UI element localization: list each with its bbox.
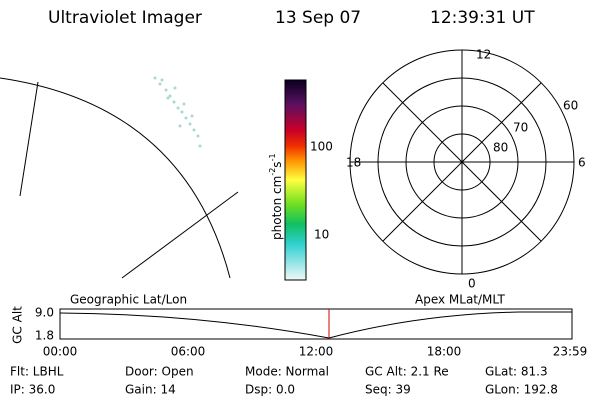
time-tick: 18:00 [427, 345, 462, 359]
info-field: Seq: 39 [365, 383, 411, 397]
polar-plot: 12 18 6 0 60 70 80 [346, 48, 586, 291]
time-tick: 12:00 [299, 345, 334, 359]
lat-label: 60 [563, 99, 578, 113]
alt-tick: 9.0 [35, 306, 54, 320]
aurora-dots [153, 76, 202, 148]
limb-arc [0, 77, 231, 279]
info-field: IP: 36.0 [10, 383, 55, 397]
colorbar-label: photon cm-2s-1 [268, 153, 284, 240]
info-field: Flt: LBHL [10, 365, 64, 379]
info-field: Dsp: 0.0 [245, 383, 295, 397]
grid-line [19, 81, 39, 197]
timeline-title: Geographic Lat/Lon [70, 293, 187, 307]
time-tick: 00:00 [43, 345, 78, 359]
mlt-label: 6 [578, 156, 586, 170]
mlt-label: 0 [468, 277, 476, 291]
mlt-label: 12 [476, 48, 491, 62]
time: 12:39:31 UT [430, 8, 535, 28]
unit-part: -1 [268, 153, 277, 161]
image-panel [0, 76, 239, 279]
info-field: Door: Open [125, 365, 194, 379]
title: Ultraviolet Imager [48, 8, 202, 28]
lat-label: 80 [493, 141, 508, 155]
grid-line [121, 191, 239, 279]
mlt-label: 18 [346, 156, 361, 170]
info-field: GLat: 81.3 [485, 365, 548, 379]
timeline-title: Apex MLat/MLT [415, 293, 505, 307]
unit-part: s [270, 161, 284, 167]
lat-label: 70 [513, 121, 528, 135]
alt-tick: 1.8 [35, 329, 54, 343]
info: Flt: LBHL Door: Open Mode: Normal GC Alt… [10, 365, 558, 397]
info-field: Mode: Normal [245, 365, 329, 379]
time-tick: 06:00 [171, 345, 206, 359]
colorbar-tick: 100 [310, 140, 333, 154]
colorbar-tick: 10 [314, 228, 329, 242]
axis-label: GC Alt [11, 306, 25, 344]
date: 13 Sep 07 [275, 8, 361, 28]
info-field: GLon: 192.8 [485, 383, 558, 397]
unit-part: -2 [268, 168, 277, 176]
info-field: GC Alt: 2.1 Re [365, 365, 449, 379]
info-field: Gain: 14 [125, 383, 176, 397]
colorbar [284, 79, 307, 281]
timeline-box [59, 308, 573, 340]
unit-part: photon cm [270, 176, 284, 240]
time-tick: 23:59 [553, 345, 588, 359]
altitude-curve [59, 311, 572, 339]
